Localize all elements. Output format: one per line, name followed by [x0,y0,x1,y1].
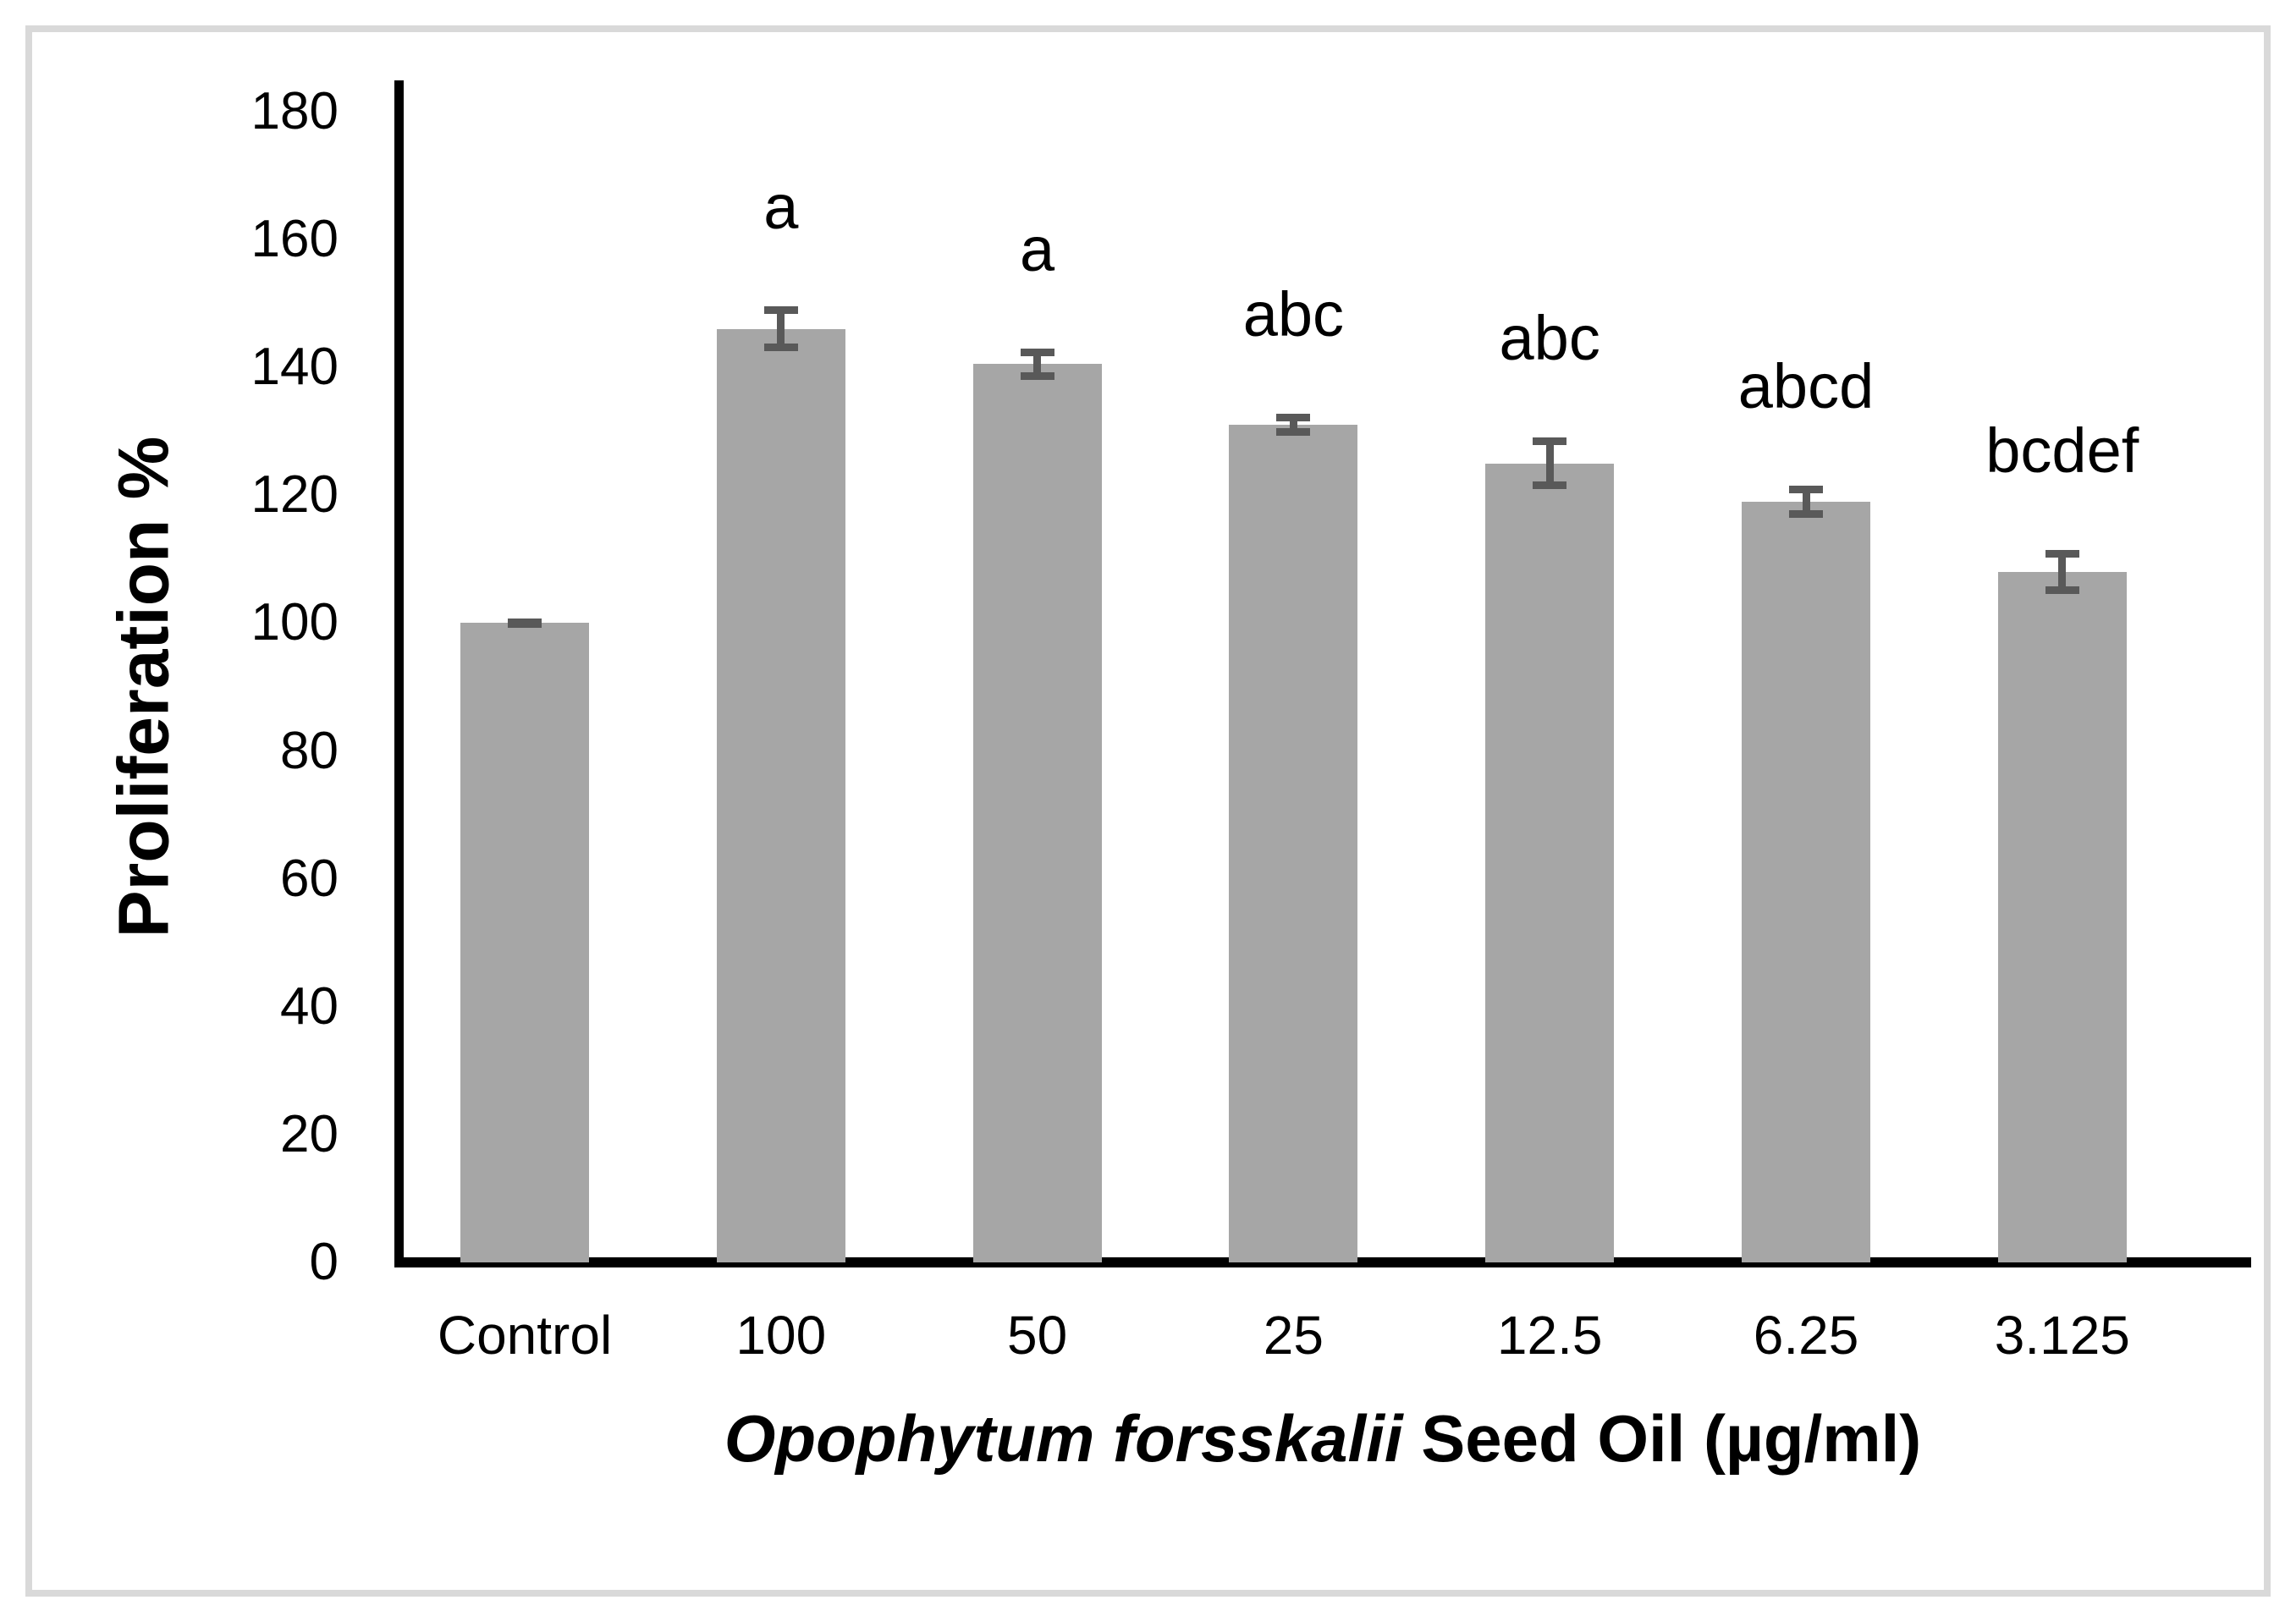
error-bar-line [1289,414,1297,437]
significance-letter: bcdef [1985,415,2139,486]
error-bar-bottom-cap [1789,509,1823,518]
x-tick-label: 12.5 [1496,1305,1603,1366]
error-bar-bottom-cap [2045,586,2079,595]
bar-50 [972,364,1102,1262]
y-tick-label: 0 [309,1233,339,1291]
y-tick-label: 180 [251,82,339,140]
figure-border [25,25,2271,1597]
y-tick-label: 100 [251,593,339,652]
error-bar-top-cap [2045,549,2079,558]
y-tick-label: 160 [251,210,339,269]
error-bar-line [1802,486,1810,518]
y-tick-label: 140 [251,338,339,397]
x-axis-title-species: Opophytum forsskalii [724,1401,1403,1476]
y-tick-label: 60 [280,849,339,908]
error-bar-top-cap [1789,486,1823,493]
significance-letter: abcd [1737,351,1875,421]
error-bar-bottom-cap [763,344,798,352]
y-tick-label: 20 [280,1104,339,1163]
bar-6.25 [1742,501,1870,1262]
error-bar-top-cap [1533,437,1567,446]
y-axis-line [394,80,404,1262]
significance-letter: a [1020,213,1055,284]
x-tick-label: 25 [1263,1305,1324,1366]
error-bar-top-cap [763,306,798,315]
x-tick-label: 50 [1007,1305,1068,1366]
bar-25 [1229,425,1358,1262]
y-tick-label: 80 [280,721,339,780]
error-bar-bottom-cap [508,619,542,627]
significance-letter: abc [1499,303,1600,374]
y-tick-label: 120 [251,465,339,525]
bar-12.5 [1485,463,1615,1262]
x-tick-label: 3.125 [1994,1305,2130,1366]
x-tick-label: Control [437,1305,613,1366]
error-bar-top-cap [1020,348,1054,356]
error-bar-bottom-cap [1533,481,1567,489]
error-bar-bottom-cap [1276,428,1311,437]
error-bar-line [2058,549,2067,595]
error-bar-line [1545,437,1554,489]
x-tick-label: 6.25 [1753,1305,1859,1366]
error-bar-line [777,306,785,352]
significance-letter: abc [1242,279,1345,350]
y-tick-label: 40 [280,976,339,1036]
bar-Control [460,623,589,1262]
error-bar-top-cap [1276,414,1311,422]
significance-letter: a [763,172,799,243]
x-axis-title: Opophytum forsskalii Seed Oil (µg/ml) [724,1400,1922,1477]
x-tick-label: 100 [735,1305,827,1366]
error-bar-bottom-cap [1020,372,1054,381]
bar-100 [716,328,845,1262]
x-axis-title-units: Seed Oil (µg/ml) [1402,1401,1922,1476]
bar-3.125 [1997,572,2127,1262]
error-bar-line [1033,348,1042,381]
